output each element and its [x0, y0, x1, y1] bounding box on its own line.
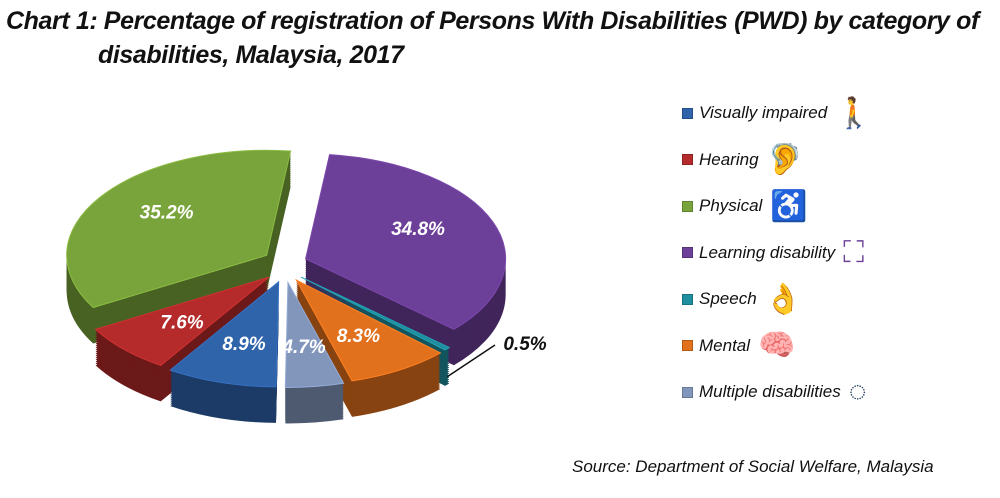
slice-top — [66, 149, 292, 309]
source-note: Source: Department of Social Welfare, Ma… — [572, 457, 934, 476]
legend-swatch — [682, 293, 693, 305]
slice-top — [284, 280, 345, 388]
legend-swatch — [682, 386, 693, 398]
legend-label: Multiple disabilities — [699, 382, 841, 402]
legend-icon: 🦻 — [766, 143, 804, 177]
slice-side — [301, 281, 450, 354]
slice-mental — [295, 278, 442, 417]
legend-item: Speech 👌 — [682, 276, 873, 323]
chart-title: Chart 1: Percentage of registration of P… — [6, 4, 996, 72]
data-label: 4.7% — [281, 337, 325, 358]
legend-swatch — [682, 340, 693, 352]
legend-swatch — [682, 107, 693, 119]
slice-physical — [66, 149, 292, 344]
legend-item: Visually impaired 🚶 — [682, 90, 873, 137]
legend-icon: ♿ — [770, 189, 808, 223]
legend-swatch — [682, 247, 693, 259]
data-label: 0.5% — [503, 334, 546, 355]
slice-top — [305, 154, 507, 330]
legend-item: Physical ♿ — [682, 183, 873, 230]
legend-icon: ⛶ — [843, 235, 865, 269]
legend-icon: 🚶 — [835, 96, 873, 130]
slice-multiple-disabilities — [284, 280, 345, 424]
legend-item: Multiple disabilities ◌ — [682, 369, 873, 416]
legend-swatch — [682, 200, 693, 212]
legend-icon: 🧠 — [758, 329, 796, 363]
legend: Visually impaired 🚶 Hearing 🦻 Physical ♿ Learn… — [682, 90, 873, 416]
legend-swatch — [682, 154, 693, 166]
legend-label: Hearing — [699, 149, 759, 169]
slice-learning-disability — [305, 154, 507, 366]
data-label: 35.2% — [140, 202, 194, 223]
data-label: 8.9% — [222, 334, 265, 355]
legend-label: Mental — [699, 335, 751, 355]
leader-line — [446, 344, 496, 378]
legend-item: Mental 🧠 — [682, 323, 873, 370]
legend-label: Learning disability — [699, 242, 836, 262]
legend-label: Visually impaired — [699, 103, 828, 123]
title-line-1: Chart 1: Percentage of registration of P… — [6, 7, 979, 35]
legend-item: Learning disability ⛶ — [682, 230, 873, 277]
slice-top — [295, 278, 442, 382]
data-label: 8.3% — [337, 326, 380, 347]
legend-item: Hearing 🦻 — [682, 137, 873, 184]
legend-label: Physical — [699, 196, 763, 216]
legend-label: Speech — [699, 289, 757, 309]
slice-visually-impaired — [169, 280, 280, 423]
slice-top — [169, 280, 280, 388]
legend-icon: 👌 — [764, 282, 803, 316]
data-label: 34.8% — [391, 219, 445, 240]
slice-top — [94, 276, 270, 366]
title-line-2: disabilities, Malaysia, 2017 — [98, 41, 404, 69]
slice-top — [300, 276, 451, 351]
legend-icon: ◌ — [848, 375, 867, 409]
data-label: 7.6% — [160, 313, 203, 334]
